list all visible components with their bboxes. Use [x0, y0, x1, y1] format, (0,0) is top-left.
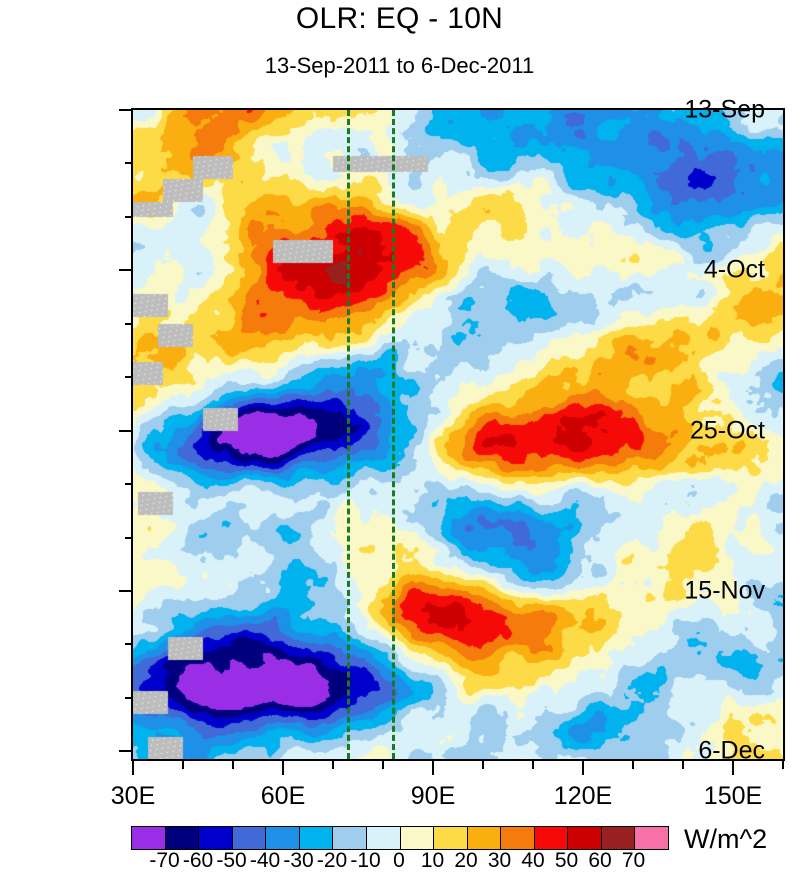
y-axis-minor-tick [125, 376, 133, 379]
colorbar-tick-label: 60 [588, 849, 612, 872]
y-axis-minor-tick [125, 536, 133, 539]
y-axis-label: 13-Sep [684, 95, 765, 124]
colorbar-tick-label: -50 [216, 849, 247, 872]
x-axis-major-tick [282, 761, 284, 775]
colorbar-tick-label: 20 [454, 849, 478, 872]
colorbar-tick-label: 40 [521, 849, 545, 872]
colorbar-swatch [635, 827, 668, 849]
x-axis-label: 120E [553, 782, 613, 810]
colorbar-tick-label: -30 [283, 849, 314, 872]
colorbar-swatch [501, 827, 535, 849]
colorbar [131, 826, 669, 850]
x-axis-label: 30E [110, 782, 156, 810]
y-axis-label: 15-Nov [684, 576, 765, 605]
reference-line-vertical [392, 110, 395, 759]
colorbar-tick-label: -60 [182, 849, 214, 872]
colorbar-tick-label: 30 [487, 849, 512, 872]
y-axis-major-tick [119, 429, 133, 432]
x-axis-minor-tick [382, 761, 384, 769]
y-axis-minor-tick [125, 162, 133, 165]
y-axis-major-tick [119, 750, 133, 753]
y-axis-label: 4-Oct [703, 255, 765, 284]
colorbar-swatch [165, 827, 200, 849]
colorbar-swatch [400, 827, 435, 849]
colorbar-unit-label: W/m^2 [684, 824, 768, 854]
y-axis-major-tick [119, 269, 133, 272]
y-axis-minor-tick [125, 215, 133, 218]
chart-subtitle: 13-Sep-2011 to 6-Dec-2011 [264, 53, 535, 78]
colorbar-tick-label: 70 [621, 849, 646, 872]
page-title: OLR: EQ - 10N [295, 2, 504, 35]
x-axis-minor-tick [632, 761, 634, 769]
colorbar-tick-label: -10 [350, 849, 381, 872]
colorbar-swatch [366, 827, 401, 849]
colorbar-swatch [601, 827, 636, 849]
olr-anomaly-field [133, 110, 783, 759]
colorbar-swatch [266, 827, 300, 849]
y-axis-minor-tick [125, 643, 133, 646]
x-axis-minor-tick [182, 761, 184, 769]
x-axis-minor-tick [782, 761, 784, 769]
x-axis-major-tick [132, 761, 134, 775]
colorbar-swatch [132, 827, 166, 849]
y-axis-label: 6-Dec [698, 736, 765, 765]
colorbar-swatch [333, 827, 367, 849]
colorbar-swatch [232, 827, 267, 849]
colorbar-swatch [534, 827, 569, 849]
colorbar-tick-label: 0 [393, 849, 405, 872]
colorbar-swatch [434, 827, 468, 849]
y-axis-major-tick [119, 109, 133, 111]
y-axis-minor-tick [125, 483, 133, 486]
x-axis-minor-tick [332, 761, 334, 769]
colorbar-tick-label: -70 [149, 849, 180, 872]
y-axis-minor-tick [125, 696, 133, 699]
x-axis-minor-tick [532, 761, 534, 769]
colorbar-label-group: -70 -60 -50 -40 -30 -20 -10 0 10 20 30 40 50 60 70 [131, 849, 667, 872]
x-axis-label: 60E [260, 782, 306, 810]
colorbar-swatch [299, 827, 334, 849]
x-axis-major-tick [582, 761, 584, 775]
hovmoller-plot-area: 13-Sep 4-Oct 25-Oct 15-Nov 6-Dec 30E 60E 90E 12… [111, 96, 785, 810]
colorbar-swatch [568, 827, 602, 849]
colorbar-tick-label: -40 [249, 849, 281, 872]
colorbar-tick-label: 10 [420, 849, 445, 872]
colorbar-tick-label: 50 [554, 849, 579, 872]
x-axis-label: 90E [410, 782, 456, 810]
x-axis-minor-tick [232, 761, 234, 769]
reference-line-vertical [347, 110, 350, 759]
x-axis-major-tick [732, 761, 734, 775]
y-axis-major-tick [119, 590, 133, 593]
x-axis-label: 150E [703, 782, 763, 810]
colorbar-tick-label: -20 [316, 849, 348, 872]
x-axis-major-tick [432, 761, 434, 775]
colorbar-swatch [467, 827, 502, 849]
y-axis-minor-tick [125, 322, 133, 325]
colorbar-swatch [199, 827, 233, 849]
x-axis-minor-tick [682, 761, 684, 769]
y-axis-label: 25-Oct [689, 416, 765, 445]
x-axis-minor-tick [482, 761, 484, 769]
